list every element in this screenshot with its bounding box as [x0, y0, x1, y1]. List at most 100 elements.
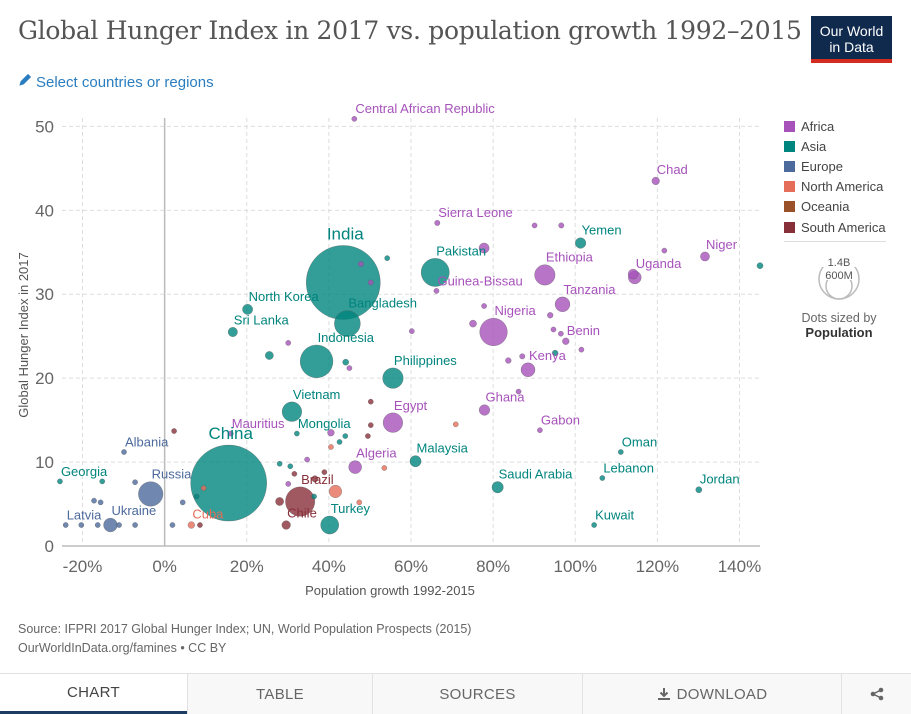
point[interactable] [356, 499, 363, 506]
point[interactable] [97, 499, 104, 506]
point-ghana[interactable] [478, 404, 491, 416]
point[interactable] [408, 328, 415, 335]
point[interactable] [311, 475, 319, 483]
point[interactable] [469, 319, 477, 328]
point[interactable] [99, 478, 106, 485]
point-chile[interactable] [281, 520, 291, 530]
point-russia[interactable] [138, 481, 164, 507]
point[interactable] [381, 465, 388, 471]
point-saudi-arabia[interactable] [491, 481, 504, 494]
point[interactable] [358, 261, 364, 267]
point-georgia[interactable] [57, 478, 63, 485]
point-bangladesh[interactable] [334, 310, 361, 337]
tab-sources[interactable]: SOURCES [372, 674, 582, 714]
point-pakistan[interactable] [420, 258, 450, 287]
point[interactable] [200, 485, 207, 491]
point[interactable] [384, 255, 391, 261]
point[interactable] [547, 312, 554, 319]
point-malaysia[interactable] [409, 455, 422, 468]
point[interactable] [367, 422, 374, 429]
point[interactable] [365, 433, 371, 439]
point-ethiopia[interactable] [534, 264, 556, 286]
point[interactable] [311, 493, 317, 500]
point[interactable] [276, 460, 283, 467]
point[interactable] [78, 522, 85, 528]
point-niger[interactable] [700, 251, 710, 262]
point-guinea-bissau[interactable] [433, 288, 440, 294]
point[interactable] [169, 522, 176, 528]
point-central-african-republic[interactable] [351, 115, 358, 122]
point[interactable] [336, 439, 343, 445]
point-jordan[interactable] [695, 486, 703, 494]
point[interactable] [171, 428, 177, 434]
point[interactable] [197, 522, 203, 528]
point[interactable] [452, 421, 459, 428]
point-nigeria[interactable] [479, 317, 508, 347]
point-benin[interactable] [562, 337, 570, 345]
point-north-korea[interactable] [242, 303, 253, 315]
point-gabon[interactable] [537, 427, 543, 434]
owid-logo[interactable]: Our World in Data [811, 16, 892, 63]
point-china[interactable] [190, 444, 267, 522]
point-tanzania[interactable] [554, 296, 571, 313]
point[interactable] [558, 222, 565, 229]
point[interactable] [179, 499, 186, 506]
point[interactable] [94, 522, 101, 528]
select-countries-button[interactable]: Select countries or regions [18, 73, 214, 91]
point-latvia[interactable] [62, 522, 69, 528]
point[interactable] [627, 268, 639, 280]
point[interactable] [550, 326, 557, 333]
point-cuba[interactable] [187, 521, 195, 529]
point[interactable] [321, 469, 328, 475]
point[interactable] [519, 353, 526, 360]
point-albania[interactable] [121, 449, 127, 455]
tab-download[interactable]: DOWNLOAD [582, 674, 841, 714]
point[interactable] [515, 388, 522, 395]
point-oman[interactable] [617, 449, 624, 455]
point-indonesia[interactable] [299, 344, 334, 379]
point-kenya[interactable] [520, 362, 536, 378]
legend-item-oceania[interactable]: Oceania [784, 197, 886, 217]
point[interactable] [132, 522, 138, 528]
point[interactable] [132, 479, 138, 486]
point[interactable] [91, 497, 97, 504]
point-sri-lanka[interactable] [227, 327, 238, 337]
point[interactable] [531, 222, 538, 229]
point[interactable] [328, 484, 343, 499]
point-chad[interactable] [651, 176, 660, 186]
legend-item-asia[interactable]: Asia [784, 136, 886, 156]
point-ukraine[interactable] [103, 517, 118, 533]
share-button[interactable] [841, 674, 911, 714]
point-mauritius[interactable] [227, 430, 234, 437]
point-kuwait[interactable] [591, 522, 597, 528]
point[interactable] [285, 481, 292, 487]
point[interactable] [367, 279, 374, 286]
point-sierra-leone[interactable] [434, 219, 441, 226]
point[interactable] [551, 349, 559, 357]
point-brazil[interactable] [285, 486, 316, 517]
point[interactable] [304, 456, 310, 463]
point[interactable] [756, 262, 764, 270]
point-egypt[interactable] [382, 412, 403, 433]
legend-item-europe[interactable]: Europe [784, 156, 886, 176]
point-mongolia[interactable] [294, 430, 300, 437]
point[interactable] [481, 303, 487, 309]
point[interactable] [478, 242, 490, 254]
point[interactable] [291, 470, 298, 477]
point[interactable] [265, 351, 274, 360]
point[interactable] [578, 346, 585, 353]
point-philippines[interactable] [382, 367, 404, 389]
point[interactable] [342, 358, 350, 366]
point[interactable] [275, 497, 284, 506]
point[interactable] [661, 247, 668, 254]
point-algeria[interactable] [348, 460, 362, 474]
point[interactable] [342, 433, 349, 439]
point[interactable] [328, 444, 334, 450]
legend-item-africa[interactable]: Africa [784, 116, 886, 136]
tab-chart[interactable]: CHART [0, 674, 187, 714]
point[interactable] [505, 357, 512, 364]
point[interactable] [116, 522, 122, 528]
point[interactable] [558, 330, 564, 337]
license-text[interactable]: OurWorldInData.org/famines • CC BY [18, 641, 227, 655]
point-vietnam[interactable] [281, 401, 302, 422]
